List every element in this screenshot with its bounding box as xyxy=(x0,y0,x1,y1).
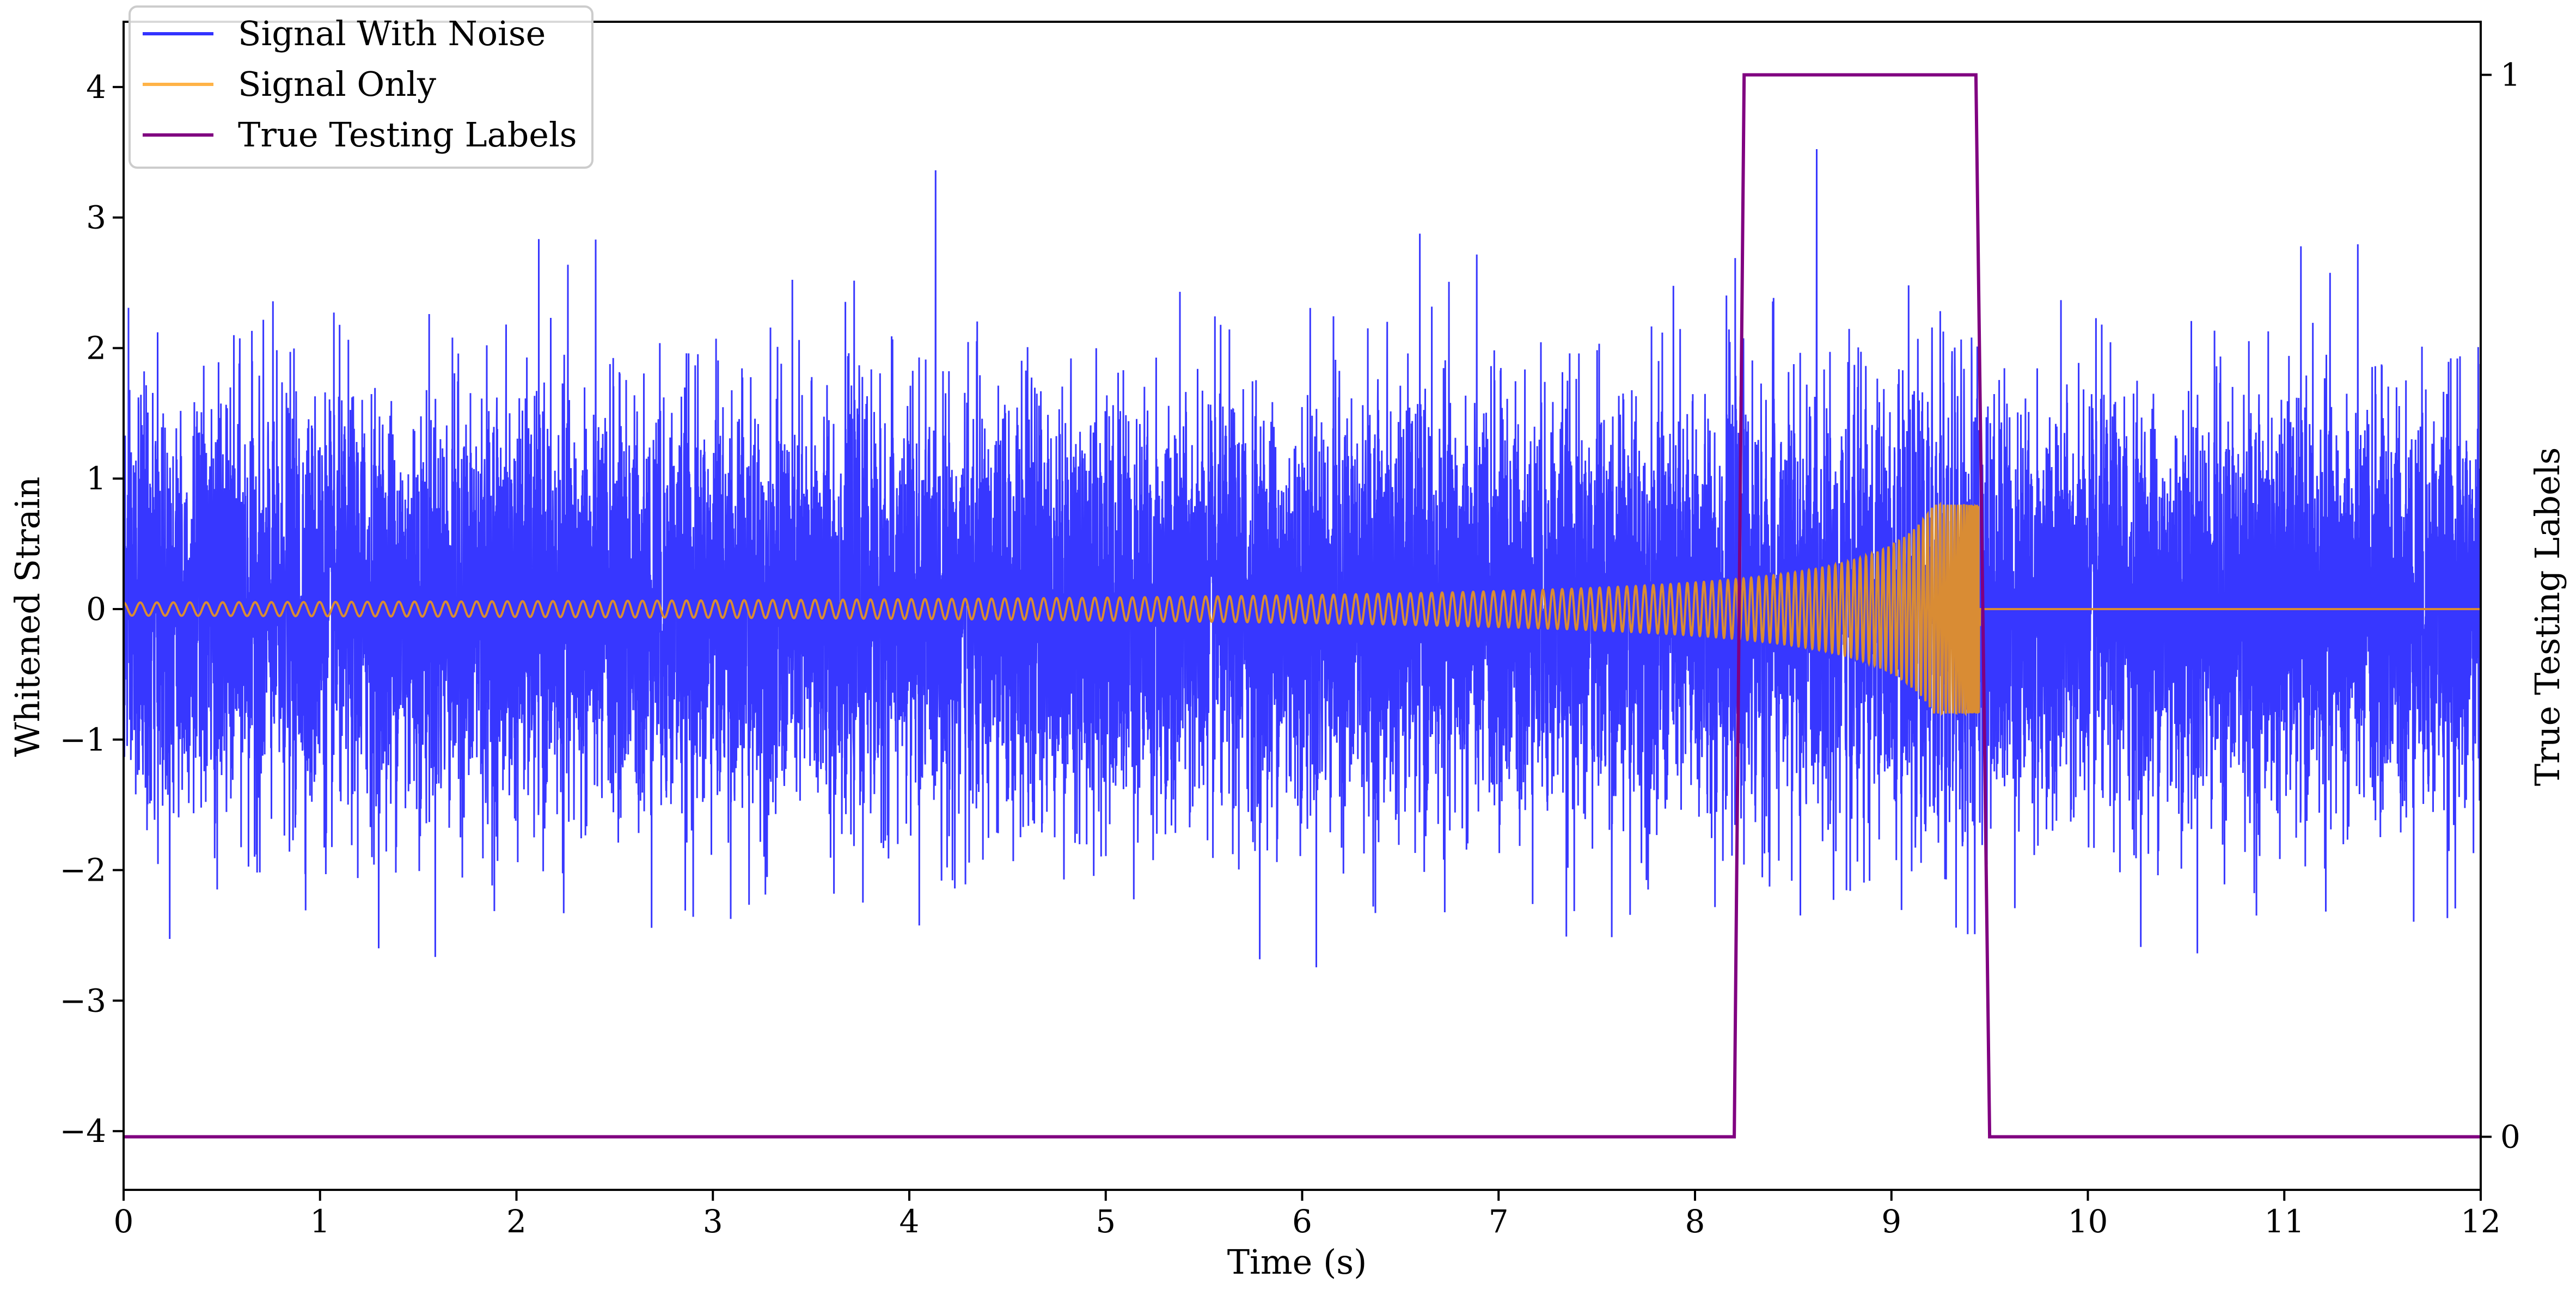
y-tick-label: −3 xyxy=(60,982,107,1019)
x-tick-label: 7 xyxy=(1489,1203,1509,1240)
y-axis-label: Whitened Strain xyxy=(8,477,47,757)
x-tick-label: 0 xyxy=(114,1203,134,1240)
y2-axis-label: True Testing Labels xyxy=(2528,447,2567,787)
x-tick-label: 8 xyxy=(1685,1203,1705,1240)
y-axis-ticks: 4 3 2 1 0 −1 −2 −3 −4 xyxy=(60,69,124,1150)
legend-label-signal-only: Signal Only xyxy=(238,64,436,104)
chirp-line xyxy=(123,501,2481,717)
x-tick-label: 5 xyxy=(1096,1203,1116,1240)
series-signal-with-noise xyxy=(123,149,2482,968)
x-tick-label: 10 xyxy=(2068,1203,2108,1240)
label-step-line xyxy=(124,73,2481,1139)
y-tick-label: 2 xyxy=(86,329,106,366)
noise-line xyxy=(123,149,2482,968)
y-tick-label: 3 xyxy=(86,199,106,236)
y2-tick-label: 0 xyxy=(2500,1118,2520,1155)
series-signal-only xyxy=(123,501,2481,717)
x-tick-label: 12 xyxy=(2461,1203,2501,1240)
y2-axis-ticks: 10 xyxy=(2481,57,2520,1155)
x-tick-label: 1 xyxy=(310,1203,330,1240)
legend-label-true-testing-labels: True Testing Labels xyxy=(238,115,577,155)
y-tick-label: 4 xyxy=(86,69,106,106)
y-tick-label: 1 xyxy=(86,460,106,497)
series-true-testing-labels xyxy=(124,73,2481,1139)
legend: Signal With Noise Signal Only True Testi… xyxy=(129,5,593,169)
x-axis-label: Time (s) xyxy=(1227,1242,1367,1282)
y-tick-label: −1 xyxy=(60,721,107,758)
x-tick-label: 9 xyxy=(1881,1203,1901,1240)
y-tick-label: −4 xyxy=(60,1113,107,1150)
x-tick-label: 11 xyxy=(2264,1203,2304,1240)
y-tick-label: −2 xyxy=(60,852,107,889)
legend-label-signal-with-noise: Signal With Noise xyxy=(238,14,546,53)
x-tick-label: 3 xyxy=(703,1203,723,1240)
x-axis-ticks: 0 1 2 3 4 5 6 7 8 9 10 11 12 xyxy=(114,1190,2501,1240)
legend-box xyxy=(129,5,593,169)
x-tick-label: 2 xyxy=(506,1203,527,1240)
x-tick-label: 4 xyxy=(900,1203,920,1240)
y2-tick-label: 1 xyxy=(2500,57,2520,94)
plot-area xyxy=(123,73,2482,1139)
x-tick-label: 6 xyxy=(1292,1203,1312,1240)
y-tick-label: 0 xyxy=(86,591,106,628)
